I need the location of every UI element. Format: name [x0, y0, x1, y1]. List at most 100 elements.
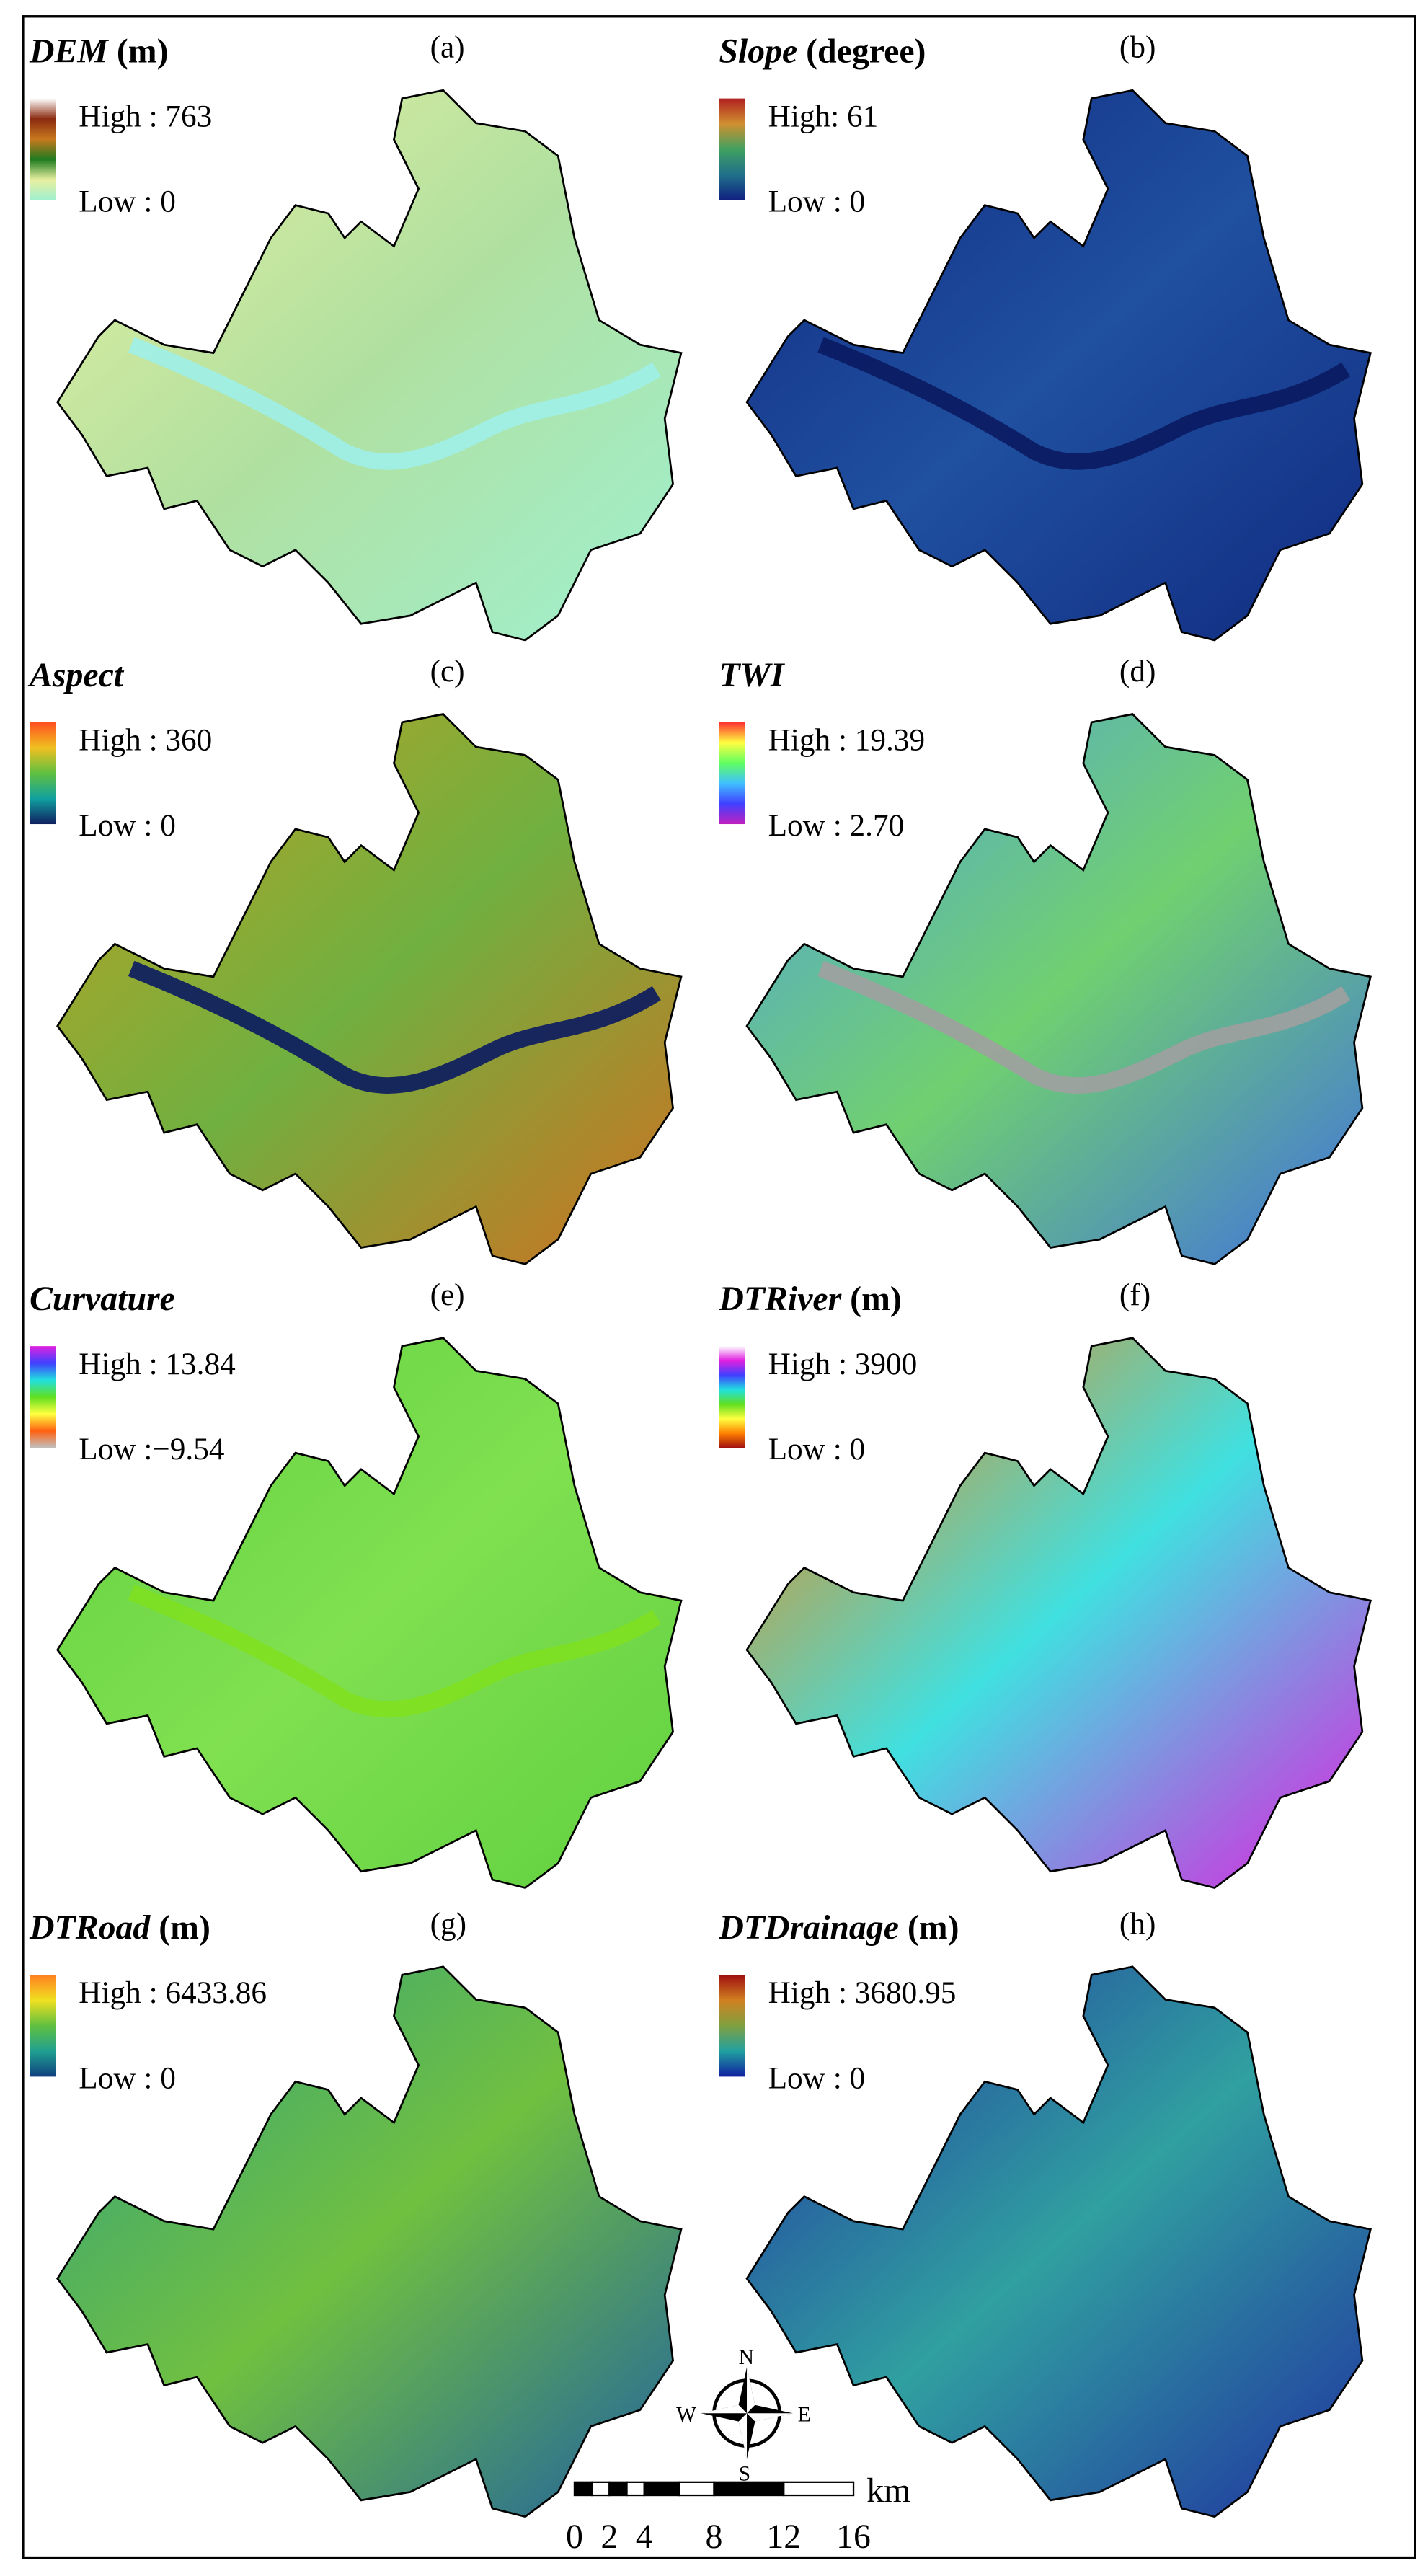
map-area — [745, 1965, 1372, 2518]
legend-low: Low : 0 — [768, 2061, 866, 2095]
legend-ramp — [29, 722, 56, 825]
panel-title: Slope (degree) — [719, 32, 926, 71]
river — [128, 960, 661, 1094]
panel-label: Slope — [719, 32, 797, 71]
panel: DEM (m) (a) High : 763 Low : 0 — [29, 30, 683, 642]
legend-low: Low : 0 — [768, 185, 866, 219]
panel-title: DTRoad (m) — [29, 1908, 210, 1947]
panel: Aspect (c) High : 360 Low : 0 — [27, 654, 683, 1265]
panel-title: TWI — [719, 656, 785, 694]
scale-label: 16 — [836, 2518, 871, 2556]
compass: N S W E — [676, 2346, 811, 2486]
map-area — [745, 713, 1372, 1265]
legend-high: High : 763 — [79, 99, 212, 133]
panel-unit: (m) — [117, 32, 169, 71]
panel-unit: (m) — [908, 1908, 959, 1947]
panel-label: DTRiver — [718, 1280, 841, 1318]
map-area — [56, 89, 683, 642]
panel-letter: (d) — [1119, 654, 1156, 689]
scale-segment — [608, 2481, 628, 2497]
panel-letter: (e) — [430, 1278, 465, 1312]
legend-ramp — [29, 1346, 56, 1448]
scale-unit: km — [866, 2471, 910, 2510]
legend-ramp — [29, 98, 56, 200]
panel-unit: (m) — [850, 1280, 902, 1318]
map — [745, 1337, 1372, 1890]
map-area — [56, 1337, 683, 1890]
panel: DTRoad (m) (g) High : 6433.86 Low : 0 — [29, 1906, 683, 2518]
legend-high: High : 13.84 — [79, 1347, 235, 1381]
panel: DTRiver (m) (f) High : 3900 Low : 0 — [718, 1278, 1372, 1890]
legend-low: Low :−9.54 — [79, 1432, 224, 1466]
legend-low: Low : 2.70 — [768, 808, 905, 843]
scale-segment — [713, 2481, 785, 2497]
panel-unit: (degree) — [806, 32, 926, 71]
map — [56, 713, 683, 1265]
legend-high: High: 61 — [768, 99, 879, 133]
scale-segment — [783, 2481, 855, 2497]
panel-letter: (b) — [1119, 30, 1156, 65]
legend-low: Low : 0 — [79, 808, 176, 843]
panel-title: Curvature — [30, 1280, 175, 1318]
panel-title: Aspect — [27, 656, 125, 694]
map-area — [745, 89, 1372, 642]
legend-high: High : 19.39 — [768, 723, 925, 758]
compass-w: W — [676, 2404, 696, 2427]
compass-e: E — [798, 2404, 811, 2427]
scale-label: 12 — [766, 2518, 801, 2556]
legend-high: High : 6433.86 — [79, 1975, 267, 2010]
legend-ramp — [719, 722, 745, 825]
map — [56, 89, 683, 642]
scale-label: 0 — [566, 2518, 583, 2556]
panel: TWI (d) High : 19.39 Low : 2.70 — [719, 654, 1372, 1265]
legend-high: High : 3900 — [768, 1347, 918, 1381]
scale-segment — [678, 2481, 715, 2497]
map — [745, 89, 1372, 642]
panel: Curvature (e) High : 13.84 Low :−9.54 — [29, 1278, 683, 1890]
compass-s: S — [739, 2463, 750, 2486]
compass-n: N — [739, 2346, 754, 2369]
river — [128, 337, 661, 470]
panel-title: DTRiver (m) — [718, 1280, 902, 1318]
panel-label: DEM — [29, 32, 109, 71]
legend-ramp — [719, 1975, 745, 2077]
panel-letter: (a) — [430, 30, 465, 65]
legend-low: Low : 0 — [79, 2061, 176, 2095]
legend-high: High : 360 — [79, 723, 212, 758]
panel-label: Curvature — [30, 1280, 175, 1318]
map-area — [745, 1337, 1372, 1890]
panel-letter: (h) — [1119, 1906, 1156, 1941]
scale-segment — [626, 2481, 645, 2497]
panel-label: DTDrainage — [718, 1908, 899, 1947]
scale-label: 4 — [636, 2518, 653, 2556]
scale-label: 2 — [600, 2518, 618, 2556]
legend-low: Low : 0 — [79, 185, 176, 219]
panel-label: DTRoad — [29, 1908, 151, 1947]
map — [56, 1337, 683, 1890]
panel-letter: (c) — [430, 654, 465, 689]
map-area — [56, 713, 683, 1265]
map — [745, 1965, 1372, 2518]
legend-ramp — [29, 1975, 56, 2077]
scale-segment — [591, 2481, 611, 2497]
panel-label: Aspect — [27, 656, 125, 694]
compass-star-inner — [701, 2367, 793, 2459]
legend-ramp — [719, 1346, 745, 1448]
frame — [22, 15, 1416, 2559]
scale-segment — [643, 2481, 680, 2497]
panel-label: TWI — [719, 656, 785, 694]
panel-letter: (f) — [1119, 1278, 1150, 1312]
map-area — [56, 1965, 683, 2518]
river — [817, 337, 1351, 470]
panel: DTDrainage (m) (h) High : 3680.95 Low : 0 — [718, 1906, 1372, 2518]
scale-segment — [573, 2481, 593, 2497]
panel-title: DEM (m) — [29, 32, 169, 71]
legend-low: Low : 0 — [768, 1432, 866, 1466]
river — [128, 1585, 661, 1718]
panel: Slope (degree) (b) High: 61 Low : 0 — [719, 30, 1372, 642]
map — [56, 1965, 683, 2518]
river — [817, 960, 1351, 1094]
legend-high: High : 3680.95 — [768, 1975, 957, 2010]
panel-unit: (m) — [159, 1908, 210, 1947]
